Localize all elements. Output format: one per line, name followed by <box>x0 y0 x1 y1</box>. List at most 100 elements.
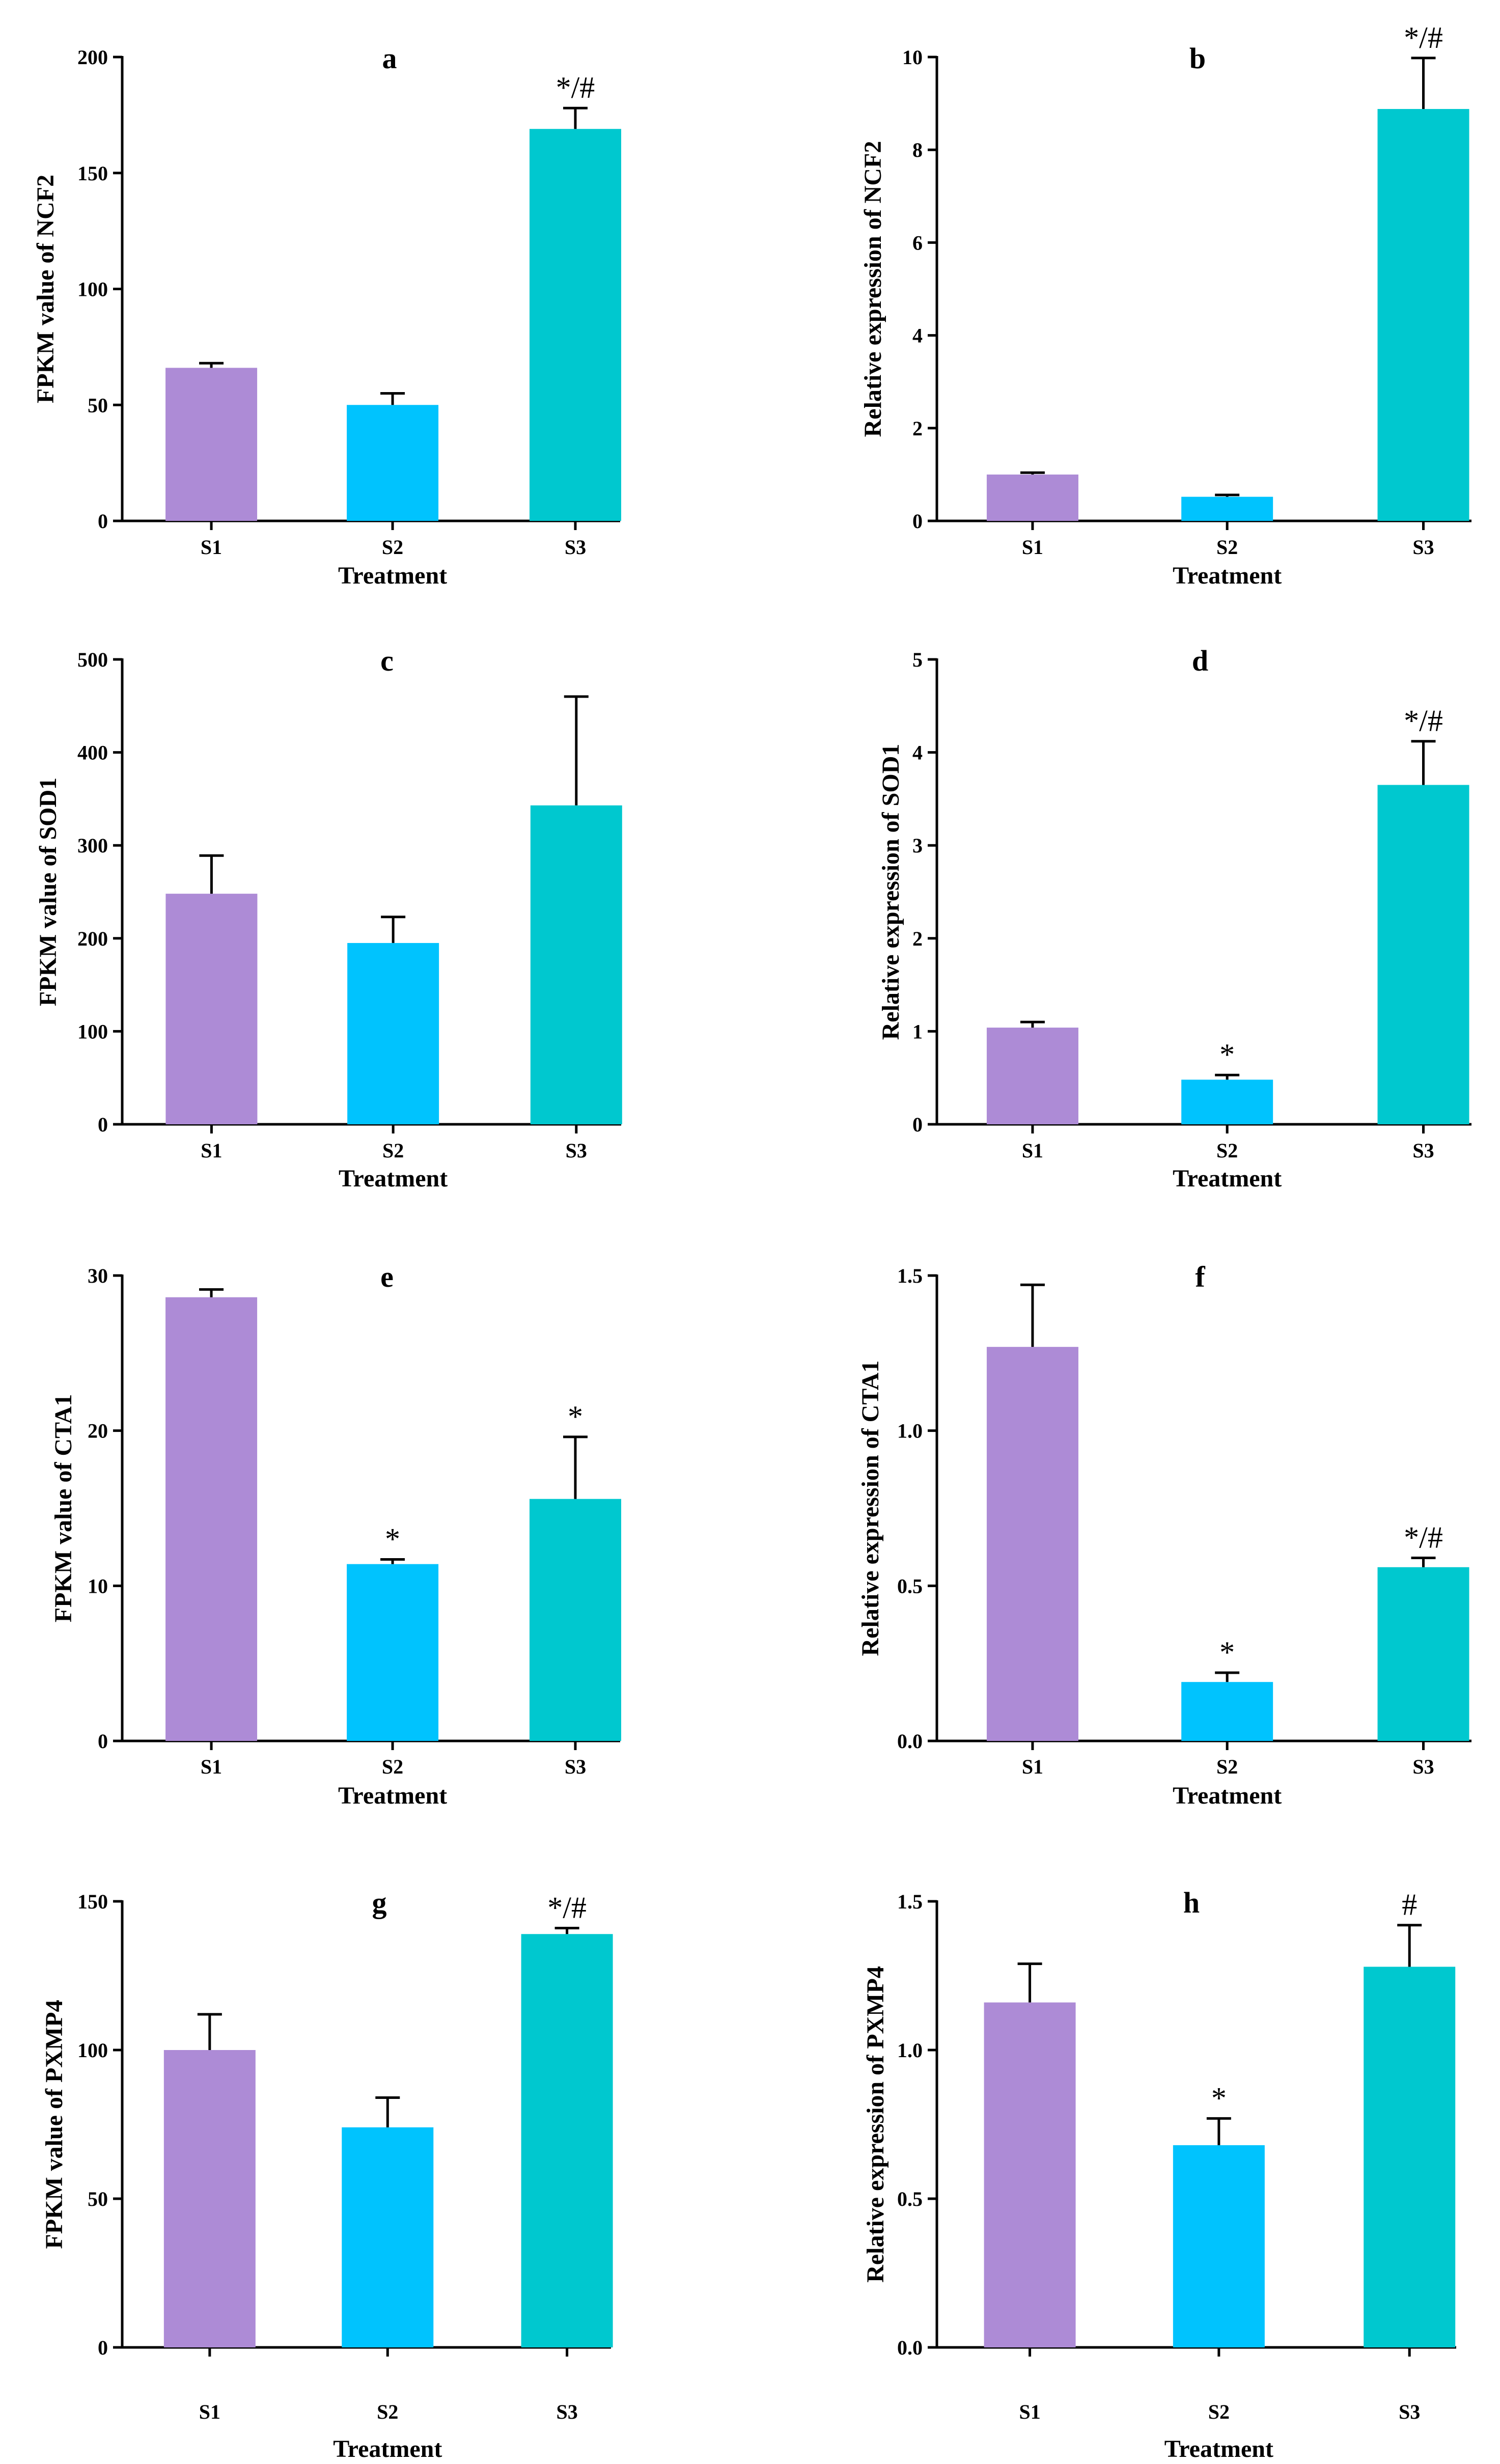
y-tick-label: 20 <box>88 1420 108 1443</box>
y-tick-label: 0.0 <box>897 2336 923 2359</box>
panel-letter: e <box>380 1260 394 1293</box>
x-tick-label-S2: S2 <box>382 1755 403 1778</box>
y-tick-label: 6 <box>912 231 923 254</box>
bar-S3 <box>1364 1967 1456 2347</box>
chart-panel-g: 0 50 100 150 S1 S2 */# S3 g Treatment FPKM value o… <box>41 1886 613 2462</box>
bar-S3 <box>530 805 622 1124</box>
y-tick-label: 1.5 <box>897 1264 923 1287</box>
significance-label-S3: */# <box>547 1891 587 1925</box>
bar-S1 <box>986 1028 1078 1124</box>
y-tick-label: 200 <box>77 46 108 69</box>
significance-label-S3: # <box>1402 1888 1417 1922</box>
y-tick-label: 0 <box>912 1113 923 1136</box>
y-tick-label: 8 <box>912 139 923 161</box>
significance-label-S2: * <box>1211 2081 1227 2115</box>
y-tick-label: 150 <box>77 1890 108 1913</box>
y-tick-label: 0 <box>98 2336 108 2359</box>
y-tick-label: 1.0 <box>897 1420 923 1443</box>
y-tick-label: 100 <box>77 278 108 301</box>
chart-panel-h: 0.0 0.5 1.0 1.5 S1 * S2 # S3 h Treatment Relative e… <box>862 1886 1456 2462</box>
bar-S2 <box>1181 496 1273 521</box>
x-tick-label-S2: S2 <box>382 536 403 559</box>
y-tick-label: 500 <box>77 648 108 671</box>
y-tick-label: 2 <box>912 417 923 440</box>
y-tick-label: 5 <box>912 648 923 671</box>
x-axis-title: Treatment <box>338 1782 447 1809</box>
chart-panel-e: 0 10 20 30 S1 * S2 * S3 e Treatment FPKM value of C… <box>50 1260 621 1809</box>
y-tick-label: 100 <box>77 2039 108 2062</box>
chart-panel-b: 0 2 4 6 8 10 S1 S2 */# S3 b Treatment Relative expre… <box>859 21 1471 589</box>
x-tick-label-S3: S3 <box>565 1755 586 1778</box>
significance-label-S3: * <box>568 1400 583 1433</box>
y-tick-label: 0 <box>98 1113 108 1136</box>
y-tick-label: 0.0 <box>897 1730 923 1753</box>
bar-S3 <box>529 129 621 521</box>
y-tick-label: 50 <box>88 394 108 417</box>
y-tick-label: 1.0 <box>897 2039 923 2062</box>
bar-S2 <box>1181 1682 1273 1741</box>
bar-S1 <box>163 2050 256 2347</box>
chart-panel-f: 0.0 0.5 1.0 1.5 S1 * S2 */# S3 f Treatment Relative… <box>857 1260 1471 1809</box>
y-tick-label: 2 <box>912 927 923 950</box>
x-tick-label-S1: S1 <box>201 536 222 559</box>
y-tick-label: 50 <box>88 2188 108 2210</box>
x-tick-label-S1: S1 <box>1022 536 1043 559</box>
bar-S3 <box>529 1499 621 1741</box>
significance-label-S2: * <box>1219 1636 1235 1669</box>
panel-letter: c <box>380 644 394 677</box>
y-tick-label: 0 <box>98 1730 108 1753</box>
x-tick-label-S2: S2 <box>1216 536 1238 559</box>
bar-S1 <box>165 894 258 1124</box>
x-tick-label-S3: S3 <box>1412 1139 1434 1162</box>
y-tick-label: 150 <box>77 162 108 185</box>
x-tick-label-S1: S1 <box>1022 1139 1043 1162</box>
significance-label-S3: */# <box>556 71 595 104</box>
bar-S2 <box>347 1564 439 1741</box>
bar-S1 <box>986 474 1078 521</box>
x-axis-title: Treatment <box>338 562 447 589</box>
y-tick-label: 30 <box>88 1264 108 1287</box>
y-tick-label: 0.5 <box>897 1574 923 1597</box>
bar-S1 <box>165 368 258 521</box>
y-tick-label: 4 <box>912 741 923 764</box>
y-tick-label: 0 <box>912 510 923 533</box>
x-tick-label-S2: S2 <box>1208 2400 1230 2423</box>
bar-S2 <box>1173 2145 1265 2347</box>
panel-letter: g <box>372 1886 387 1919</box>
bar-S2 <box>342 2127 434 2347</box>
significance-label-S3: */# <box>1404 704 1443 738</box>
y-axis-title: FPKM value of CTA1 <box>50 1394 77 1622</box>
x-tick-label-S3: S3 <box>1399 2400 1420 2423</box>
panel-letter: a <box>382 42 397 75</box>
x-tick-label-S1: S1 <box>201 1755 222 1778</box>
chart-panel-a: 0 50 100 150 200 S1 S2 */# S3 a Treatment FPKM valu… <box>32 42 621 589</box>
y-tick-label: 1 <box>912 1020 923 1043</box>
y-axis-title: Relative expression of PXMP4 <box>862 1966 889 2283</box>
x-axis-title: Treatment <box>1173 562 1282 589</box>
x-tick-label-S1: S1 <box>1019 2400 1040 2423</box>
bar-S3 <box>521 1934 613 2347</box>
y-tick-label: 0 <box>98 510 108 533</box>
x-tick-label-S3: S3 <box>566 1139 587 1162</box>
significance-label-S2: * <box>1219 1038 1235 1071</box>
x-tick-label-S1: S1 <box>199 2400 220 2423</box>
x-axis-title: Treatment <box>1173 1165 1282 1192</box>
y-axis-title: Relative expression of NCF2 <box>859 141 886 437</box>
y-tick-label: 400 <box>77 741 108 764</box>
x-tick-label-S3: S3 <box>1412 1755 1434 1778</box>
x-tick-label-S2: S2 <box>1216 1755 1238 1778</box>
bar-S3 <box>1377 1567 1469 1741</box>
x-tick-label-S2: S2 <box>1216 1139 1238 1162</box>
y-axis-title: FPKM value of SOD1 <box>35 778 62 1006</box>
significance-label-S2: * <box>385 1522 400 1556</box>
x-tick-label-S1: S1 <box>1022 1755 1043 1778</box>
y-axis-title: FPKM value of PXMP4 <box>41 2000 68 2249</box>
y-tick-label: 1.5 <box>897 1890 923 1913</box>
significance-label-S3: */# <box>1404 1520 1443 1554</box>
x-tick-label-S3: S3 <box>556 2400 577 2423</box>
bar-S1 <box>165 1297 258 1741</box>
y-tick-label: 10 <box>88 1574 108 1597</box>
y-tick-label: 300 <box>77 834 108 857</box>
y-tick-label: 3 <box>912 834 923 857</box>
